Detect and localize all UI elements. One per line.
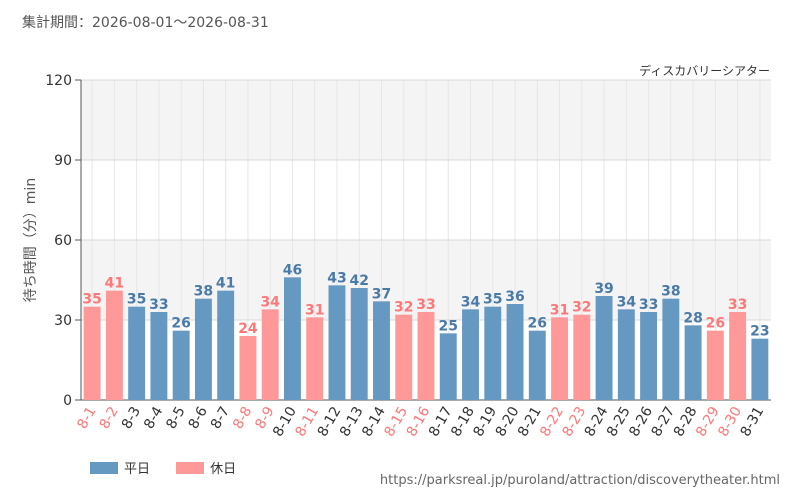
bar [283, 277, 301, 400]
bar [261, 309, 279, 400]
y-tick-label: 90 [54, 153, 72, 169]
y-tick-label: 120 [45, 73, 72, 89]
bar [617, 309, 635, 400]
bar [706, 330, 724, 400]
source-url[interactable]: https://parksreal.jp/puroland/attraction… [379, 473, 780, 488]
bar [217, 290, 235, 400]
bar-value-label: 41 [216, 276, 235, 292]
bar [128, 306, 146, 400]
x-tick-label: 8-1 [74, 404, 99, 432]
bar [306, 317, 324, 400]
bar [484, 306, 502, 400]
bar [528, 330, 546, 400]
bar [462, 309, 479, 400]
bar [551, 317, 569, 400]
bar-value-label: 37 [372, 286, 391, 302]
bar [729, 312, 747, 400]
bar [150, 312, 168, 400]
bar-value-label: 23 [750, 324, 769, 340]
x-tick-label: 8-5 [163, 404, 188, 432]
bar-value-label: 38 [661, 284, 680, 300]
legend-weekday-swatch [90, 461, 118, 474]
bar [172, 330, 190, 400]
bar [194, 298, 212, 400]
legend-holiday-label: 休日 [210, 462, 237, 477]
bar-value-label: 35 [127, 292, 146, 308]
bar-value-label: 34 [461, 294, 481, 310]
bar-value-label: 42 [349, 273, 368, 289]
y-tick-label: 60 [54, 233, 72, 249]
bar-value-label: 34 [617, 294, 637, 310]
bar-value-label: 31 [305, 302, 324, 318]
bar-value-label: 26 [706, 316, 725, 332]
bar-value-label: 26 [528, 316, 547, 332]
bar [417, 312, 435, 400]
bar [83, 306, 101, 400]
bar-value-label: 33 [416, 297, 435, 313]
bar-value-label: 35 [483, 292, 502, 308]
x-tick-label: 8-31 [738, 404, 768, 440]
legend-weekday: 平日 [90, 458, 150, 477]
attraction-name: ディスカバリーシアター [639, 64, 770, 78]
bar-value-label: 33 [728, 297, 747, 313]
bar-value-label: 38 [194, 284, 213, 300]
bar [506, 304, 524, 400]
bar [350, 288, 368, 400]
x-tick-label: 8-8 [230, 404, 255, 432]
legend-holiday-swatch [176, 461, 205, 474]
x-tick-label: 8-3 [119, 404, 144, 432]
bar-value-label: 41 [105, 276, 124, 292]
x-tick-label: 8-7 [208, 404, 233, 432]
bar-value-label: 31 [550, 302, 569, 318]
bar-value-label: 32 [394, 300, 413, 316]
bar [239, 336, 257, 400]
bar-value-label: 34 [260, 294, 280, 310]
bar [439, 333, 457, 400]
bar [395, 314, 413, 400]
x-tick-label: 8-6 [186, 404, 211, 432]
bar [751, 338, 769, 400]
bar [573, 314, 591, 400]
legend: 平日 休日 [90, 458, 258, 478]
bar-value-label: 33 [639, 297, 658, 313]
bar [373, 301, 390, 400]
bar-value-label: 24 [238, 321, 258, 337]
bar [640, 312, 658, 400]
x-tick-label: 8-4 [141, 404, 166, 432]
bar-value-label: 33 [149, 297, 168, 313]
bar-value-label: 32 [572, 300, 591, 316]
x-tick-label: 8-2 [97, 404, 122, 432]
bar [595, 296, 613, 400]
bar [328, 285, 346, 400]
bar [662, 298, 680, 400]
bar-value-label: 25 [439, 318, 458, 334]
legend-holiday: 休日 [176, 458, 236, 477]
bar-value-label: 35 [82, 292, 101, 308]
bar-value-label: 26 [171, 316, 190, 332]
bar-value-label: 46 [283, 262, 302, 278]
bar-value-label: 36 [505, 289, 524, 305]
y-tick-label: 30 [54, 313, 72, 329]
bar-value-label: 39 [594, 281, 613, 297]
legend-weekday-label: 平日 [124, 462, 151, 477]
period-label: 集計期間：2026-08-01〜2026-08-31 [22, 15, 269, 31]
bar [684, 325, 702, 400]
y-axis-label: 待ち時間（分）min [23, 178, 39, 302]
bar-value-label: 28 [683, 310, 702, 326]
y-tick-label: 0 [63, 393, 72, 409]
bar [105, 290, 123, 400]
bar-value-label: 43 [327, 270, 346, 286]
